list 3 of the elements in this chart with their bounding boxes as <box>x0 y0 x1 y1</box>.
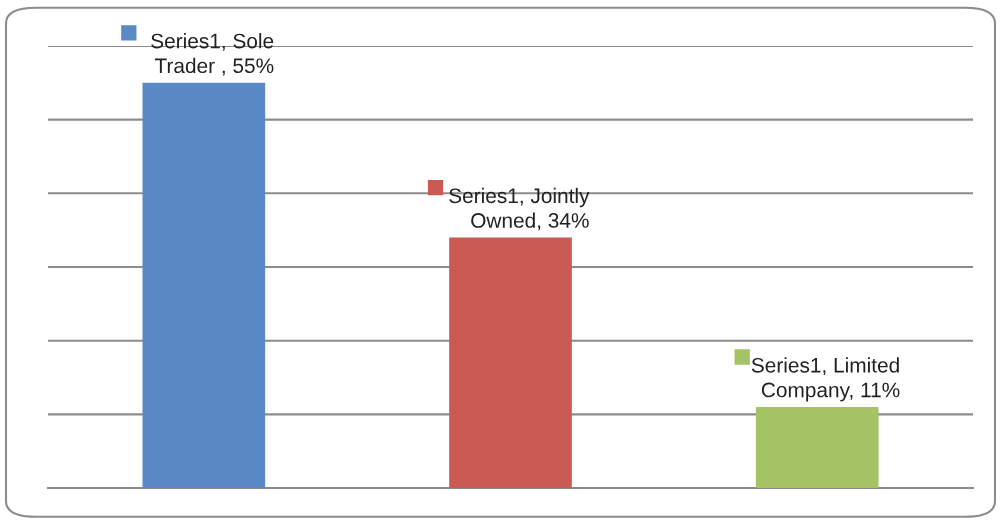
data-label: Series1, Sole Trader , 55% <box>151 33 274 76</box>
data-label: Series1, Jointly Owned, 34% <box>449 187 590 231</box>
data-label: Series1, Limited Company, 11% <box>751 357 900 402</box>
